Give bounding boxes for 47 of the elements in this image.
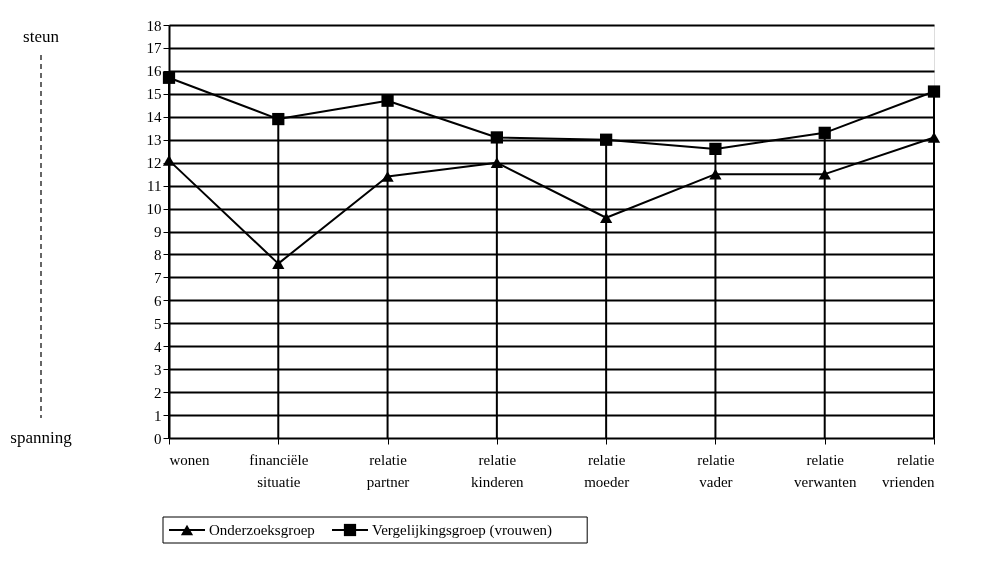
y-tick-label: 9 [154, 224, 162, 240]
y-tick-label: 6 [154, 292, 162, 309]
point [818, 126, 831, 139]
y-tick-label: 16 [146, 63, 162, 80]
y-tick-label: 12 [146, 155, 162, 172]
point [381, 94, 394, 107]
y-tick-label: 17 [146, 40, 162, 57]
y-tick-label: 13 [146, 132, 162, 149]
y-tick-label: 7 [154, 269, 162, 286]
point [162, 155, 176, 166]
y-tick-label: 1 [154, 407, 162, 424]
legend-label: Vergelijkingsgroep (vrouwen) [372, 522, 553, 539]
text: steun [23, 27, 60, 46]
point [709, 142, 722, 156]
point [272, 112, 285, 126]
point [927, 85, 941, 98]
y-tick-label: 10 [146, 201, 162, 218]
y-tick-label: 8 [154, 246, 162, 263]
y-tick-label: 4 [154, 338, 162, 355]
y-tick-label: 14 [146, 109, 162, 126]
y-tick-label: 15 [146, 86, 162, 103]
y-tick-label: 3 [154, 361, 162, 378]
x-tick-label: relatie moeder [584, 451, 630, 490]
y-tick-label: 2 [154, 384, 162, 401]
y-tick-label: 0 [154, 430, 162, 447]
x-tick-label: wonen [169, 451, 210, 468]
point [600, 133, 613, 146]
point [818, 168, 831, 180]
point [600, 212, 613, 224]
x-tick-label: relatie partner [366, 451, 410, 490]
point [162, 71, 176, 84]
x-tick-label: relatie verwanten [793, 451, 857, 490]
x-tick-label: financiële situatie [249, 451, 309, 490]
y-tick-label: 5 [154, 315, 162, 332]
y-tick-label: 11 [147, 178, 162, 195]
text: spanning [10, 428, 73, 447]
point [927, 132, 941, 143]
x-tick-label: relatie vader [697, 451, 735, 490]
y-tick-label: 18 [146, 17, 162, 34]
x-tick-label: relatie kinderen [471, 451, 525, 490]
x-tick-label: relatie vrienden [882, 451, 935, 490]
point [709, 168, 722, 180]
point [381, 171, 394, 182]
point [490, 157, 503, 168]
point [490, 131, 503, 144]
point [272, 258, 285, 269]
legend-label: Onderzoeksgroep [209, 522, 315, 538]
